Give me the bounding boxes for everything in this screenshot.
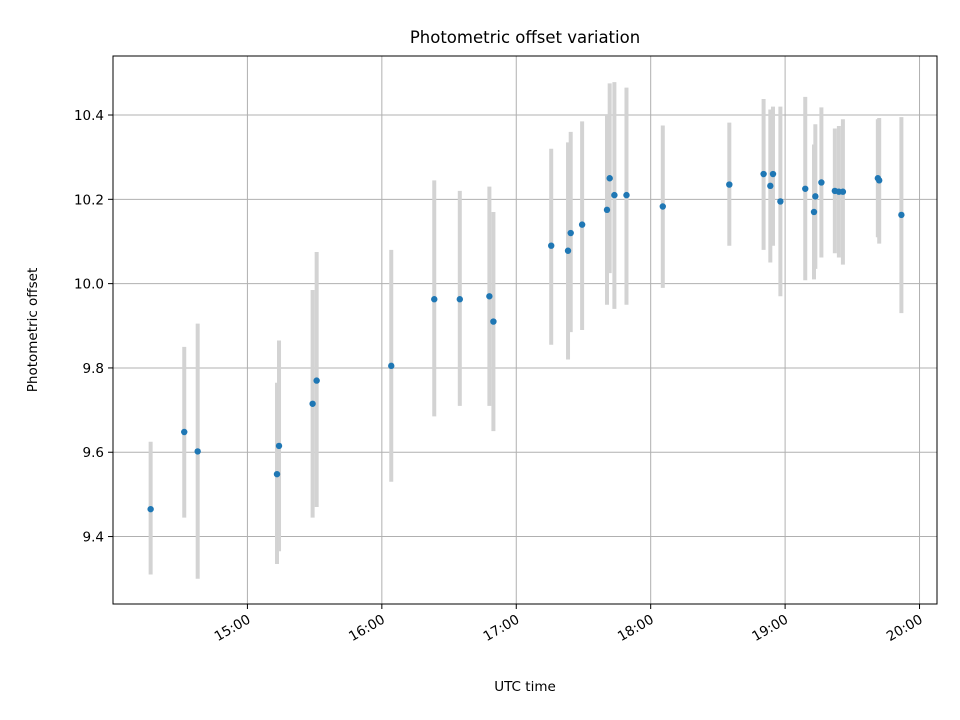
- plot-area-frame: [112, 55, 938, 605]
- data-point: [147, 505, 154, 513]
- data-point: [486, 293, 493, 300]
- chart-title: Photometric offset variation: [410, 28, 640, 47]
- y-tick-label: 9.8: [83, 361, 104, 377]
- data-point: [802, 185, 809, 192]
- data-point: [273, 470, 281, 478]
- data-point: [548, 242, 555, 249]
- x-axis-label: UTC time: [494, 679, 556, 695]
- data-point: [767, 182, 774, 190]
- data-point: [313, 377, 320, 384]
- data-point: [659, 203, 666, 210]
- data-point: [431, 296, 438, 303]
- data-point: [898, 211, 905, 219]
- y-tick-label: 10.0: [74, 277, 104, 293]
- data-point: [194, 448, 201, 455]
- y-axis-ticks: 9.4 9.6 9.8 10.0 10.2 10.4: [74, 108, 113, 546]
- data-point: [456, 296, 464, 303]
- data-point: [611, 191, 618, 199]
- data-point: [769, 170, 777, 178]
- data-point: [839, 188, 847, 195]
- data-point: [181, 428, 188, 436]
- data-point: [812, 193, 819, 200]
- y-axis-label: Photometric offset: [25, 268, 41, 392]
- y-tick-label: 10.4: [74, 108, 104, 124]
- y-tick-label: 10.2: [74, 192, 104, 208]
- data-point: [810, 208, 818, 216]
- y-tick-label: 9.6: [83, 445, 104, 461]
- data-point: [567, 229, 574, 237]
- data-point: [603, 206, 611, 214]
- data-point: [275, 442, 283, 450]
- data-point: [777, 198, 784, 205]
- y-tick-label: 9.4: [83, 530, 104, 546]
- data-point: [818, 179, 825, 186]
- data-point: [388, 362, 395, 370]
- data-points: [147, 170, 905, 513]
- data-point: [309, 400, 316, 407]
- data-point: [606, 175, 613, 182]
- data-point: [578, 221, 586, 228]
- data-point: [623, 191, 630, 199]
- grid-lines: [113, 56, 937, 604]
- data-point: [726, 181, 733, 188]
- data-point: [490, 318, 497, 325]
- data-point: [564, 247, 572, 254]
- data-point: [875, 177, 883, 184]
- data-point: [760, 170, 767, 178]
